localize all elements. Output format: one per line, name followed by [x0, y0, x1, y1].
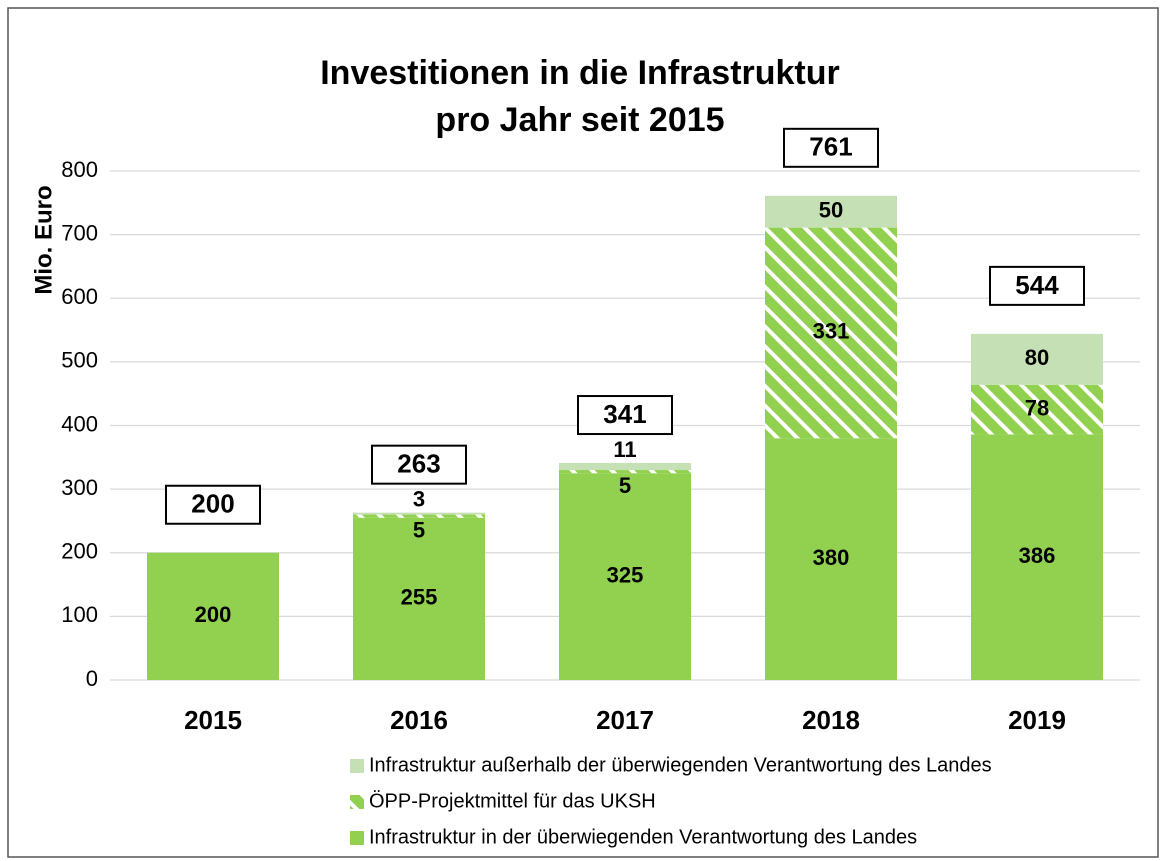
data-label: 380	[813, 545, 850, 570]
total-label: 341	[603, 399, 646, 429]
legend-label: ÖPP-Projektmittel für das UKSH	[369, 790, 656, 812]
bar-segment	[559, 473, 691, 680]
y-tick-label: 400	[61, 411, 98, 436]
bar-segment	[765, 195, 897, 228]
y-tick-label: 500	[61, 348, 98, 373]
chart-title: pro Jahr seit 2015	[435, 101, 724, 139]
data-label: 255	[401, 585, 438, 610]
bar-segment	[353, 514, 485, 518]
legend-label: Infrastruktur in der überwiegenden Veran…	[369, 826, 917, 848]
data-label: 331	[813, 319, 850, 344]
bar-segment	[559, 463, 691, 471]
x-tick-label: 2017	[596, 705, 654, 735]
bar-segment	[971, 384, 1103, 435]
total-label: 761	[809, 132, 852, 162]
y-tick-label: 700	[61, 220, 98, 245]
chart-border	[7, 7, 1159, 858]
legend-swatch	[350, 759, 364, 773]
total-box	[577, 395, 673, 436]
total-box	[165, 484, 261, 525]
total-label: 544	[1015, 270, 1059, 300]
y-tick-label: 100	[61, 602, 98, 627]
legend-label: Infrastruktur außerhalb der überwiegende…	[369, 754, 992, 776]
x-tick-label: 2019	[1008, 705, 1066, 735]
total-label: 263	[397, 449, 440, 479]
x-tick-label: 2015	[184, 705, 242, 735]
data-label: 78	[1025, 395, 1049, 420]
total-label: 200	[191, 489, 234, 519]
data-label: 3	[413, 486, 425, 511]
legend-swatch	[350, 831, 364, 845]
x-tick-label: 2016	[390, 705, 448, 735]
data-label: 5	[413, 518, 425, 543]
y-axis-label: Mio. Euro	[30, 185, 57, 294]
y-tick-label: 300	[61, 475, 98, 500]
bar-segment	[765, 438, 897, 680]
bar-segment	[147, 552, 279, 680]
y-tick-label: 600	[61, 284, 98, 309]
data-label: 200	[195, 602, 232, 627]
total-box	[371, 444, 467, 485]
total-box	[783, 127, 879, 168]
total-box	[989, 265, 1085, 306]
bar-segment	[971, 434, 1103, 680]
y-tick-label: 200	[61, 539, 98, 564]
y-tick-label: 0	[86, 666, 98, 691]
bar-segment	[353, 517, 485, 680]
data-label: 325	[607, 562, 644, 587]
y-tick-label: 800	[61, 157, 98, 182]
data-label: 80	[1025, 345, 1049, 370]
data-label: 11	[613, 437, 636, 462]
bar-segment	[353, 512, 485, 515]
bar-segment	[765, 227, 897, 439]
data-label: 386	[1019, 543, 1056, 568]
bar-segment	[971, 333, 1103, 385]
chart-title: Investitionen in die Infrastruktur	[320, 54, 840, 92]
data-label: 5	[619, 473, 631, 498]
bar-segment	[559, 470, 691, 474]
x-tick-label: 2018	[802, 705, 860, 735]
legend-swatch	[350, 795, 364, 809]
data-label: 50	[819, 198, 843, 223]
